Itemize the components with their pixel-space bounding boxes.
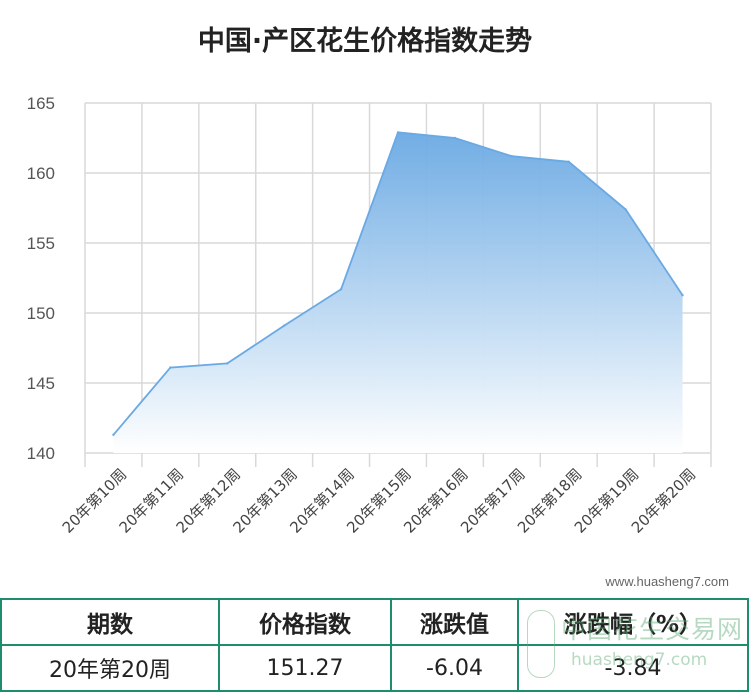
table-header-period: 期数 <box>0 598 220 646</box>
data-point <box>624 208 627 211</box>
watermark-url: www.huasheng7.com <box>604 574 729 589</box>
data-point <box>681 294 684 297</box>
chart-points-layer <box>112 131 684 436</box>
table-header-index: 价格指数 <box>218 598 392 646</box>
y-tick-label: 160 <box>27 164 55 183</box>
series-area-fill <box>113 132 683 453</box>
summary-table: 期数 价格指数 涨跌值 涨跌幅（%） 20年第20周 151.27 -6.04 … <box>0 598 749 692</box>
data-point <box>282 324 286 327</box>
data-point <box>339 288 343 291</box>
table-header-change: 涨跌值 <box>390 598 519 646</box>
y-tick-label: 140 <box>27 444 55 463</box>
chart-title: 中国·产区花生价格指数走势 <box>198 26 532 57</box>
y-tick-label: 150 <box>27 304 55 323</box>
x-axis-ticks: 20年第10周20年第11周20年第12周20年第13周20年第14周20年第1… <box>59 465 700 537</box>
table-cell-change: -6.04 <box>390 644 519 692</box>
data-point <box>567 160 570 163</box>
table-cell-index: 151.27 <box>218 644 392 692</box>
data-point <box>453 136 457 140</box>
table-header-change-pct: 涨跌幅（%） <box>517 598 749 646</box>
y-tick-label: 145 <box>27 374 55 393</box>
data-point <box>226 362 229 365</box>
y-tick-label: 155 <box>27 234 55 253</box>
data-point <box>396 131 400 134</box>
y-axis-ticks: 140 145 150 155 160 165 <box>27 94 55 463</box>
data-point <box>112 433 115 436</box>
table-cell-period: 20年第20周 <box>0 644 220 692</box>
data-point <box>510 155 514 158</box>
y-tick-label: 165 <box>27 94 55 113</box>
data-point <box>169 366 172 369</box>
price-index-chart: 中国·产区花生价格指数走势 140 145 150 155 160 165 20年第10周… <box>27 26 729 589</box>
table-cell-change-pct: -3.84 <box>517 644 749 692</box>
table-header-row: 期数 价格指数 涨跌值 涨跌幅（%） <box>0 598 749 646</box>
table-row: 20年第20周 151.27 -6.04 -3.84 <box>0 644 749 692</box>
